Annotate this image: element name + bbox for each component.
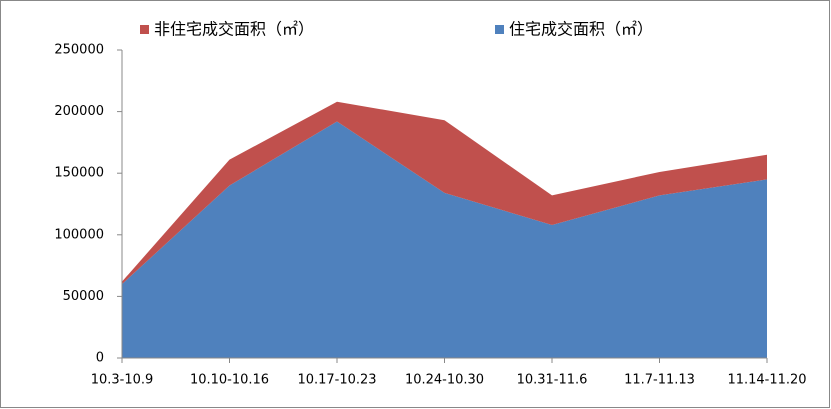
y-tick-label: 200000 xyxy=(54,104,104,119)
y-tick-label: 50000 xyxy=(63,289,104,304)
y-tick-label: 150000 xyxy=(54,166,104,181)
x-tick-label: 10.24-10.30 xyxy=(405,373,484,388)
y-tick-label: 250000 xyxy=(54,43,104,58)
x-tick-label: 10.10-10.16 xyxy=(190,373,269,388)
x-tick-label: 10.3-10.9 xyxy=(91,373,154,388)
legend-swatch xyxy=(495,25,504,34)
x-tick-label: 11.7-11.13 xyxy=(624,373,695,388)
area xyxy=(122,121,767,359)
legend-label: 住宅成交面积（㎡） xyxy=(509,20,653,39)
x-tick-label: 11.14-11.20 xyxy=(727,373,806,388)
area xyxy=(122,101,767,285)
x-tick-label: 10.31-11.6 xyxy=(517,373,588,388)
legend-label: 非住宅成交面积（㎡） xyxy=(154,20,314,39)
x-tick-label: 10.17-10.23 xyxy=(297,373,376,388)
legend-swatch xyxy=(140,25,149,34)
y-tick-label: 0 xyxy=(96,351,104,366)
y-tick-label: 100000 xyxy=(54,227,104,242)
